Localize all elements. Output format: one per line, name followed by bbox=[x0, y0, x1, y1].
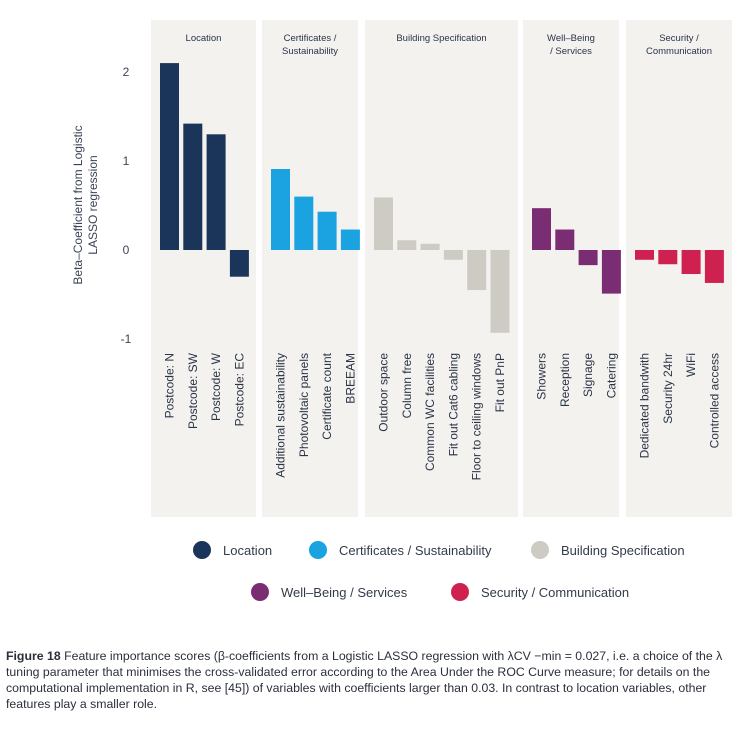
category-label: Postcode: EC bbox=[232, 353, 246, 427]
bar bbox=[532, 208, 551, 250]
y-tick-label: 1 bbox=[123, 154, 130, 168]
legend-swatch-security bbox=[451, 583, 469, 601]
legend-swatch-location bbox=[193, 541, 211, 559]
legend-label-location: Location bbox=[223, 542, 273, 558]
figure-caption: Figure 18 Feature importance scores (β-c… bbox=[6, 648, 748, 712]
category-label: Security 24hr bbox=[661, 353, 675, 424]
bar bbox=[340, 229, 360, 250]
group-header: Well–Being bbox=[547, 33, 595, 44]
bar bbox=[374, 197, 393, 250]
bar bbox=[420, 243, 440, 250]
bar bbox=[467, 250, 487, 291]
bar bbox=[397, 240, 417, 250]
y-tick-label: 2 bbox=[123, 65, 130, 79]
legend-item-security: Security / Communication bbox=[451, 583, 629, 601]
category-label: Outdoor space bbox=[377, 353, 391, 432]
group-header: Sustainability bbox=[282, 46, 338, 57]
category-label: Photovoltaic panels bbox=[297, 353, 311, 457]
group-panel bbox=[262, 20, 358, 517]
legend-swatch-building bbox=[531, 541, 549, 559]
legend-item-location: Location bbox=[193, 541, 272, 559]
category-label: Signage bbox=[581, 353, 595, 397]
bar bbox=[183, 123, 203, 250]
group-header: Location bbox=[186, 33, 222, 44]
y-tick-label: -1 bbox=[121, 332, 132, 346]
category-label: Column free bbox=[400, 353, 414, 419]
category-label: WiFi bbox=[684, 353, 698, 377]
group-header: Security / bbox=[659, 33, 699, 44]
category-label: Controlled access bbox=[707, 353, 721, 448]
y-axis-label-line: LASSO regression bbox=[86, 155, 100, 254]
group-header: Building Specification bbox=[396, 33, 486, 44]
category-label: Certificate count bbox=[320, 352, 334, 439]
group-header: / Services bbox=[550, 46, 592, 57]
bar bbox=[601, 250, 621, 294]
caption-text: Feature importance scores (β-coefficient… bbox=[6, 649, 723, 711]
bar bbox=[704, 250, 724, 283]
bar bbox=[160, 63, 179, 250]
bar bbox=[271, 169, 290, 250]
legend-label-security: Security / Communication bbox=[481, 584, 630, 600]
bar bbox=[206, 134, 226, 250]
bar bbox=[229, 250, 249, 277]
category-label: Postcode: N bbox=[163, 353, 177, 418]
legend-item-building: Building Specification bbox=[531, 541, 685, 559]
feature-importance-chart: -1 0 1 2 Beta–Coefficient from LogisticLASSO… bbox=[71, 20, 732, 517]
y-axis-label: Beta–Coefficient from LogisticLASSO regr… bbox=[71, 125, 100, 284]
category-label: Fit out PnP bbox=[493, 353, 507, 412]
y-tick-label: 0 bbox=[123, 243, 130, 257]
category-label: Reception bbox=[558, 353, 572, 407]
bar bbox=[681, 250, 701, 275]
legend-item-wellbeing: Well–Being / Services bbox=[251, 583, 407, 601]
legend-swatch-certificates bbox=[309, 541, 327, 559]
legend-label-building: Building Specification bbox=[561, 542, 685, 558]
category-label: Dedicated bandwith bbox=[638, 353, 652, 458]
legend-label-certificates: Certificates / Sustainability bbox=[339, 542, 492, 558]
bar bbox=[578, 250, 598, 266]
bar bbox=[635, 250, 654, 260]
group-header: Certificates / bbox=[284, 33, 337, 44]
category-label: Additional sustainability bbox=[274, 353, 288, 478]
y-axis-label-line: Beta–Coefficient from Logistic bbox=[71, 125, 85, 284]
category-label: Showers bbox=[535, 353, 549, 400]
bar bbox=[443, 250, 463, 260]
bar bbox=[317, 211, 337, 250]
legend-label-wellbeing: Well–Being / Services bbox=[281, 584, 408, 600]
legend-item-certificates: Certificates / Sustainability bbox=[309, 541, 491, 559]
bar bbox=[490, 250, 510, 333]
category-label: Postcode: SW bbox=[186, 352, 200, 429]
bar bbox=[555, 229, 575, 250]
group-header: Communication bbox=[646, 46, 712, 57]
bar bbox=[294, 196, 314, 250]
category-label: Common WC facilities bbox=[423, 353, 437, 471]
bar bbox=[658, 250, 678, 265]
category-label: Catering bbox=[604, 353, 618, 398]
legend-swatch-wellbeing bbox=[251, 583, 269, 601]
category-label: Postcode: W bbox=[209, 352, 223, 421]
category-label: Fit out Cat6 cabling bbox=[446, 353, 460, 456]
category-label: BREEAM bbox=[343, 353, 357, 404]
figure-label: Figure 18 bbox=[6, 649, 61, 663]
category-label: Floor to ceiling windows bbox=[470, 353, 484, 480]
